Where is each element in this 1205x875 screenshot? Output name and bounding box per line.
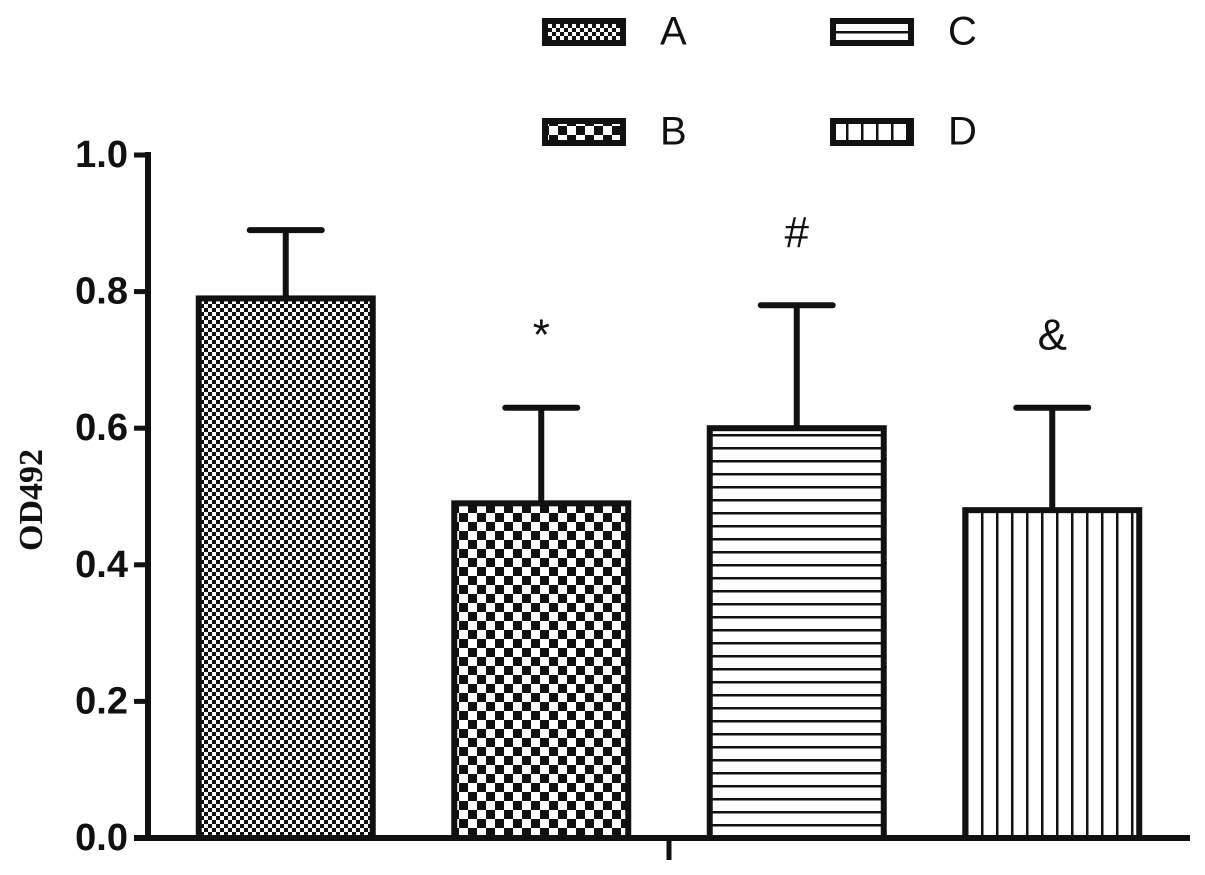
annotation: & — [1038, 310, 1067, 359]
legend-label: C — [948, 10, 977, 54]
legend-swatch — [542, 18, 626, 46]
legend-label: A — [660, 10, 687, 54]
annotation: * — [533, 310, 550, 359]
y-axis-label: OD492 — [13, 449, 50, 551]
legend-swatch — [830, 18, 914, 46]
y-tick-label: 0.8 — [75, 271, 128, 313]
y-tick-label: 0.2 — [75, 680, 128, 722]
y-tick-label: 0.0 — [75, 817, 128, 859]
y-tick-label: 0.6 — [75, 407, 128, 449]
bar — [706, 425, 887, 841]
bar — [195, 295, 376, 841]
annotation: # — [785, 208, 810, 257]
legend-swatch — [542, 118, 626, 146]
y-tick-label: 1.0 — [75, 134, 128, 176]
legend-label: B — [660, 110, 687, 154]
legend-swatch — [830, 118, 914, 146]
bar — [962, 507, 1143, 841]
legend-label: D — [948, 110, 977, 154]
y-tick-label: 0.4 — [75, 544, 128, 586]
bar — [451, 500, 632, 841]
